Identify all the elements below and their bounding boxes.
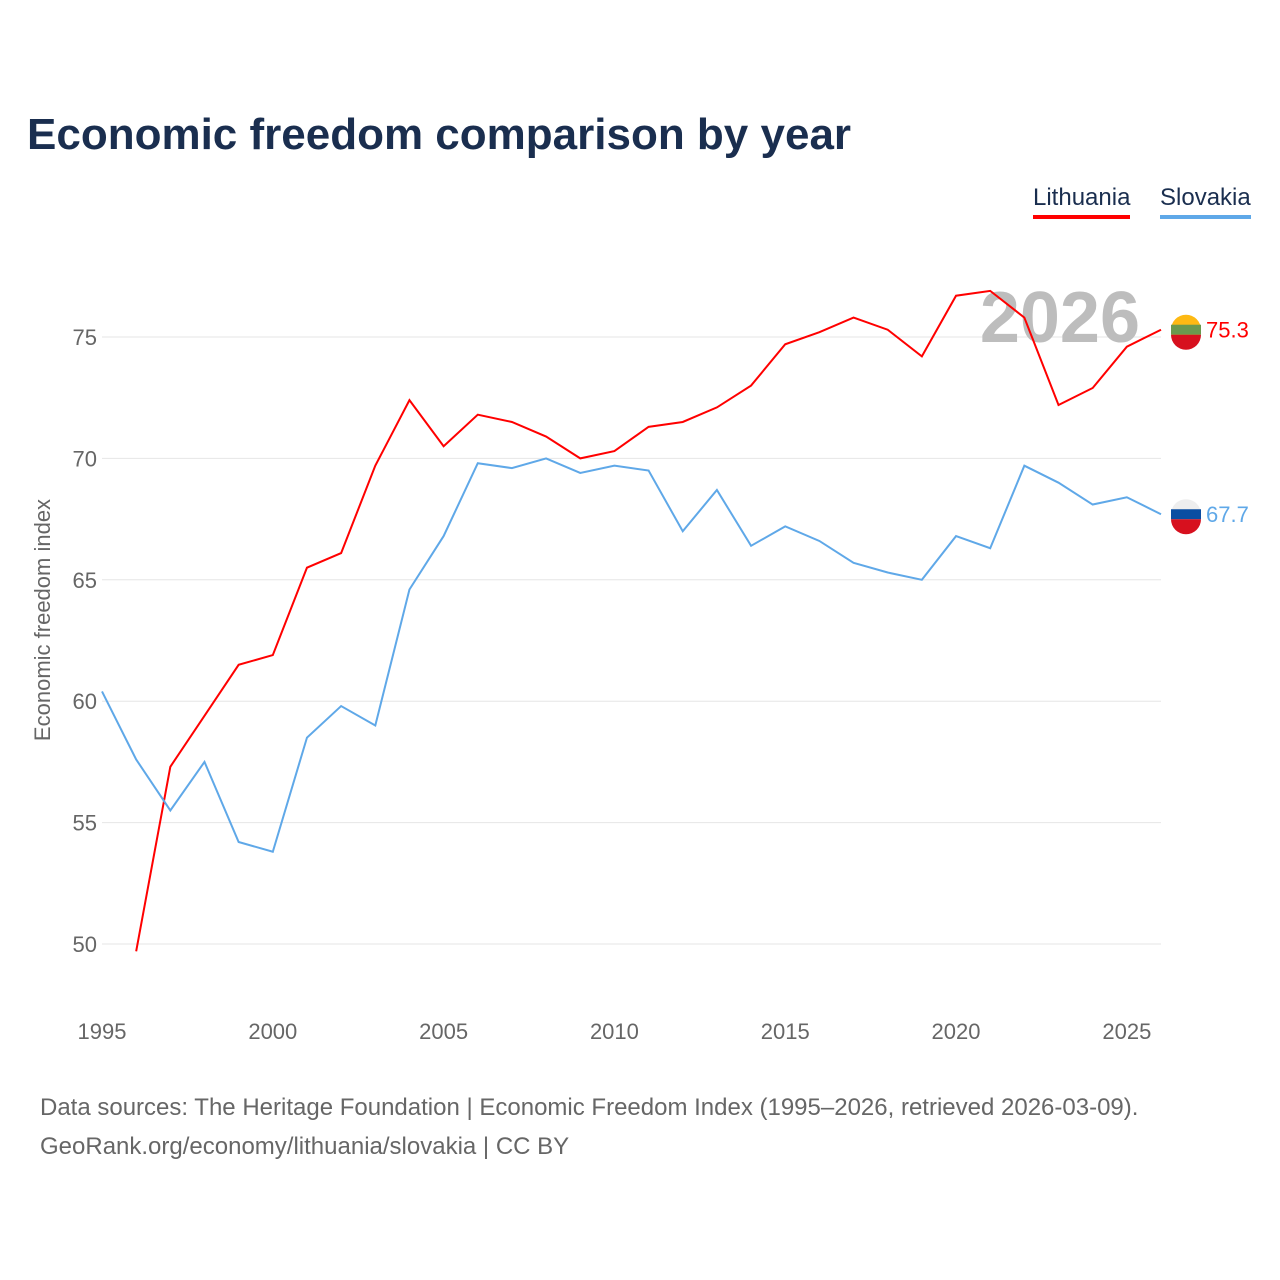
x-tick-label: 2020: [932, 1019, 981, 1044]
source-line-1: Data sources: The Heritage Foundation | …: [40, 1094, 1139, 1121]
y-axis-label: Economic freedom index: [30, 499, 55, 741]
source-line-2[interactable]: GeoRank.org/economy/lithuania/slovakia |…: [40, 1133, 570, 1160]
series-line-lithuania: [135, 289, 1162, 952]
end-label-slovakia: 67.7: [1206, 502, 1249, 527]
y-tick-label: 55: [73, 811, 97, 836]
flag-lithuania-icon: [1171, 324, 1201, 335]
x-tick-label: 2000: [248, 1019, 297, 1044]
y-tick-label: 60: [73, 689, 97, 714]
flag-slovakia-icon: [1171, 519, 1201, 535]
y-tick-label: 70: [73, 446, 97, 471]
x-tick-label: 2005: [419, 1019, 468, 1044]
legend-item-lithuania[interactable]: Lithuania: [1033, 184, 1131, 219]
chart-title: Economic freedom comparison by year: [27, 110, 852, 159]
y-tick-label: 75: [73, 325, 97, 350]
x-tick-label: 2010: [590, 1019, 639, 1044]
end-label-lithuania: 75.3: [1206, 318, 1249, 343]
x-tick-label: 2025: [1102, 1019, 1151, 1044]
flag-slovakia-icon: [1171, 509, 1201, 520]
legend-item-slovakia[interactable]: Slovakia: [1160, 184, 1251, 219]
year-watermark: 2026: [980, 278, 1140, 358]
x-tick-label: 1995: [78, 1019, 127, 1044]
series-line-slovakia: [101, 457, 1162, 853]
source-note: Data sources: The Heritage Foundation | …: [40, 1088, 1138, 1166]
y-tick-label: 50: [73, 932, 97, 957]
x-tick-label: 2015: [761, 1019, 810, 1044]
y-tick-label: 65: [73, 568, 97, 593]
flag-lithuania-icon: [1171, 334, 1201, 350]
